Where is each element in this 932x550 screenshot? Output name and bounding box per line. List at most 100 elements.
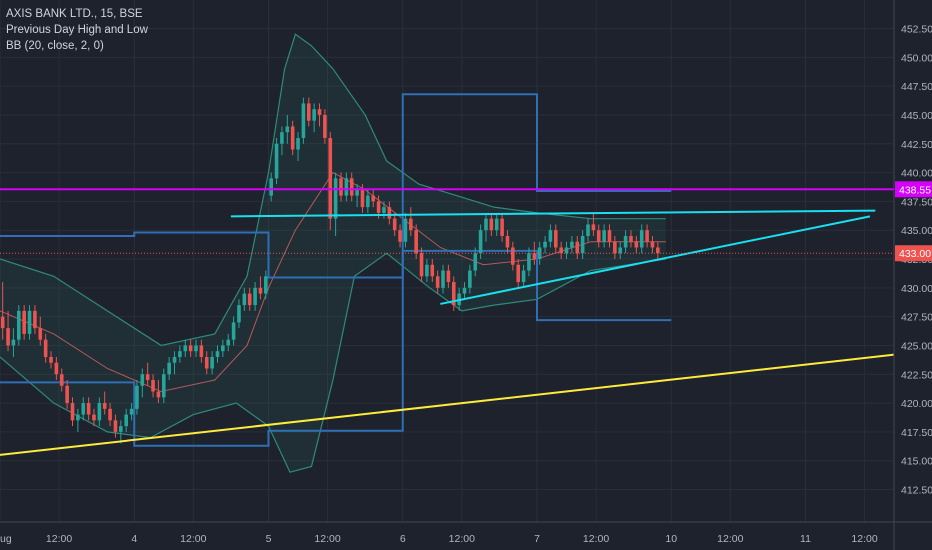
candle-body	[435, 276, 440, 288]
candle-body	[376, 201, 381, 213]
x-tick-label: ug	[0, 533, 12, 545]
candle-body	[124, 414, 128, 427]
candle-body	[505, 235, 510, 248]
candle-body	[92, 414, 96, 421]
candle-body	[301, 103, 306, 138]
candle-body	[0, 316, 5, 329]
candle-body	[231, 322, 236, 340]
candle-body	[516, 264, 521, 283]
x-tick-label: 12:00	[180, 533, 206, 545]
candle-body	[253, 287, 257, 306]
y-tick-label: 447.50	[901, 81, 932, 93]
candle-body	[33, 310, 37, 329]
symbol-title[interactable]: AXIS BANK LTD., 15, BSE	[6, 8, 143, 20]
candle-body	[11, 339, 16, 346]
bb-fill	[0, 34, 666, 473]
candle-body	[398, 230, 402, 242]
candle-body	[317, 109, 322, 115]
indicator-bollinger[interactable]: BB (20, close, 2, 0)	[6, 40, 104, 52]
candle-body	[43, 339, 48, 357]
prev-day-low	[0, 249, 672, 447]
candle-body	[596, 230, 601, 242]
candle-body	[145, 374, 150, 381]
candle-body	[570, 241, 574, 248]
x-tick-label: 7	[534, 533, 540, 545]
x-tick-label: 6	[400, 533, 406, 545]
line-triangle-top[interactable]	[230, 209, 876, 218]
candle-body	[76, 414, 80, 421]
candle-body	[183, 345, 188, 352]
last-price-tag	[895, 245, 932, 262]
y-tick-label: 422.50	[901, 369, 932, 381]
candle-body	[639, 230, 644, 248]
candle-body	[247, 293, 252, 306]
indicator-prev-day[interactable]: Previous Day High and Low	[6, 24, 148, 36]
y-tick-label: 440.00	[901, 168, 932, 180]
y-tick-label: 435.00	[901, 225, 932, 237]
y-tick-label: 427.50	[901, 312, 932, 324]
candlesticks	[0, 97, 660, 444]
candle-body	[409, 218, 413, 231]
previous-day-high-low	[0, 93, 672, 447]
candle-body	[172, 356, 177, 363]
candle-body	[102, 403, 107, 409]
candle-body	[108, 408, 112, 421]
candle-body	[366, 195, 370, 208]
line-trendline[interactable]	[0, 353, 895, 456]
candle-body	[451, 282, 456, 306]
x-tick-label: 12:00	[851, 533, 877, 545]
candle-body	[430, 264, 435, 277]
x-tick-label: 5	[266, 533, 272, 545]
candle-body	[151, 380, 155, 392]
candle-body	[113, 420, 118, 432]
candle-body	[623, 235, 628, 248]
candle-body	[425, 264, 429, 277]
candle-body	[613, 241, 617, 254]
x-tick-label: 4	[131, 533, 137, 545]
candle-body	[511, 247, 515, 265]
candle-body	[188, 345, 193, 352]
candle-body	[344, 178, 349, 196]
x-tick-label: 12:00	[314, 533, 340, 545]
candle-body	[629, 235, 633, 242]
candle-body	[167, 362, 171, 375]
candle-body	[119, 426, 123, 432]
x-tick-label: 10	[665, 533, 677, 545]
candle-body	[226, 339, 231, 346]
candle-body	[285, 126, 290, 133]
resistance-price-tag-label: 438.55	[899, 184, 931, 196]
line-triangle-bottom[interactable]	[440, 215, 871, 305]
candle-body	[484, 218, 488, 231]
candle-body	[419, 253, 424, 277]
candle-body	[607, 230, 612, 242]
candle-body	[403, 218, 408, 242]
candle-body	[650, 241, 655, 248]
grid	[0, 0, 894, 522]
candle-body	[140, 374, 145, 386]
candle-body	[97, 403, 102, 421]
drawn-trendlines	[0, 188, 895, 456]
candle-body	[204, 356, 209, 369]
y-tick-label: 415.00	[901, 456, 932, 468]
y-tick-label: 417.50	[901, 427, 932, 439]
candle-body	[494, 218, 499, 231]
candle-body	[478, 230, 483, 254]
candle-body	[306, 103, 311, 121]
bollinger-bands	[0, 33, 666, 473]
candle-body	[392, 218, 397, 231]
candle-body	[161, 374, 166, 398]
candle-body	[199, 345, 204, 357]
candle-body	[543, 241, 547, 248]
candle-body	[54, 362, 59, 375]
candle-body	[468, 270, 472, 288]
bb-upper	[0, 33, 666, 347]
prev-day-high	[0, 93, 672, 279]
candle-body	[38, 328, 43, 340]
x-tick-label: 11	[800, 533, 811, 545]
candle-body	[264, 276, 268, 294]
candle-body	[446, 270, 451, 283]
x-tick-label: 12:00	[46, 533, 72, 545]
